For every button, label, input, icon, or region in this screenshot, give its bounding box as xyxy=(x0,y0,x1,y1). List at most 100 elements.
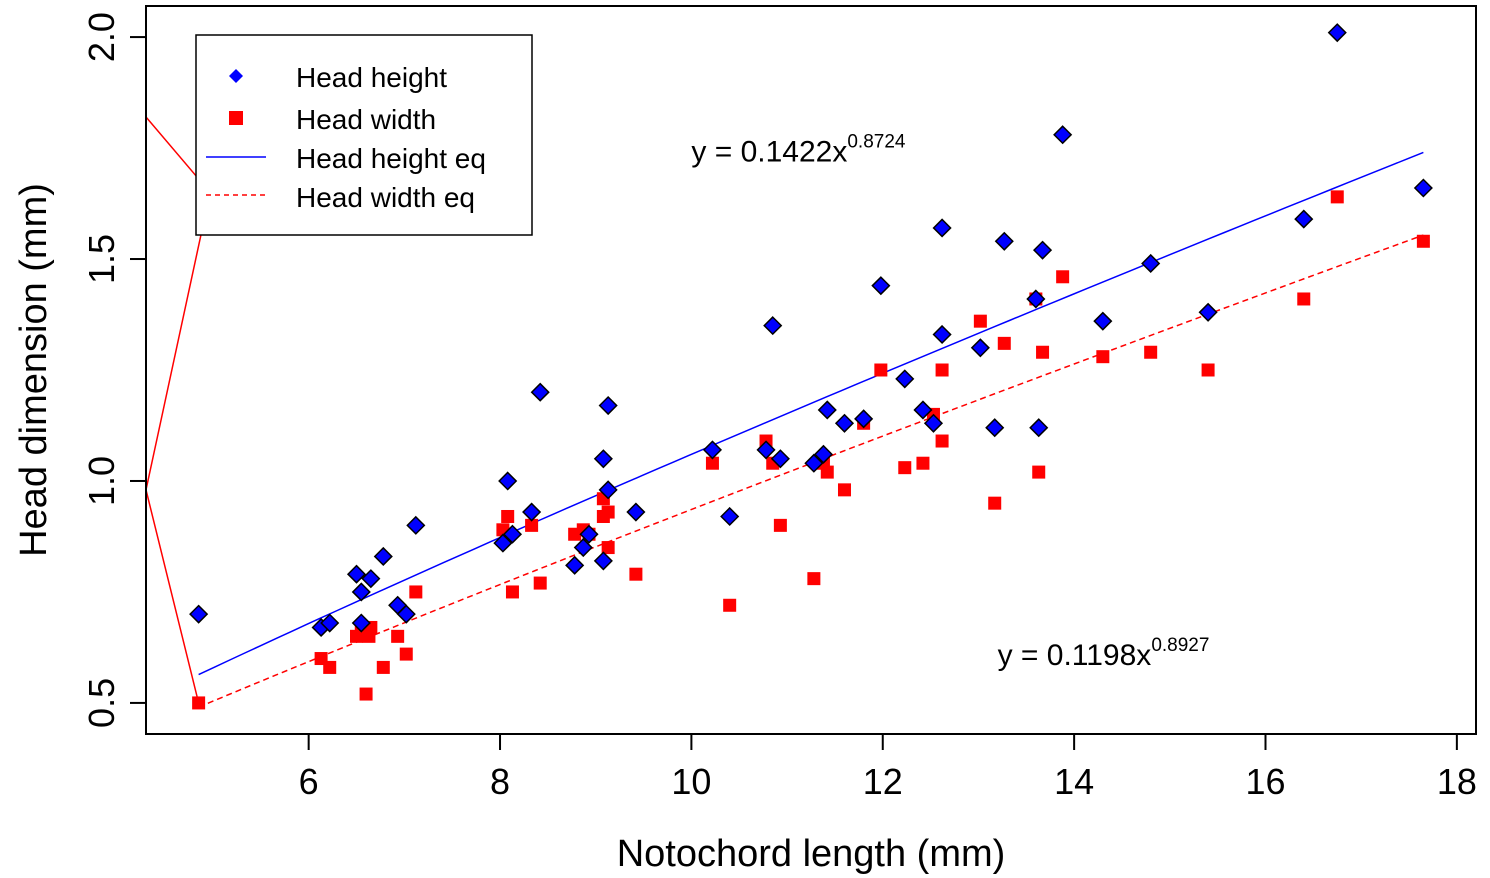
head-height-point xyxy=(720,506,740,527)
y-tick-label: 1.0 xyxy=(81,456,122,506)
head-width-point xyxy=(1096,350,1110,364)
head-height-point xyxy=(565,555,585,575)
x-tick-label: 16 xyxy=(1245,761,1285,802)
head-height-point xyxy=(1053,125,1073,145)
head-width-point xyxy=(935,363,949,377)
head-height-point xyxy=(932,218,952,238)
head-width-point xyxy=(501,509,515,523)
y-axis: 0.5 1.0 1.5 2.0 xyxy=(81,12,147,728)
head-height-point xyxy=(1026,289,1046,309)
equation-height-exponent: 0.8724 xyxy=(847,131,906,152)
head-height-point xyxy=(530,382,550,402)
head-height-point xyxy=(346,564,367,584)
head-height-point xyxy=(351,582,371,602)
x-tick-label: 10 xyxy=(671,761,711,802)
head-height-point xyxy=(361,569,381,589)
head-height-point xyxy=(598,395,618,416)
head-height-point xyxy=(834,413,855,433)
head-height-point xyxy=(593,449,613,469)
head-width-point xyxy=(820,465,834,479)
head-width-point xyxy=(359,687,373,701)
head-width-point xyxy=(935,434,949,448)
head-width-point xyxy=(837,483,851,497)
head-height-point xyxy=(626,502,646,522)
y-tick-label: 2.0 xyxy=(81,12,122,62)
head-height-point xyxy=(573,538,593,558)
head-width-point xyxy=(525,518,539,532)
x-axis-label: Notochord length (mm) xyxy=(617,833,1006,875)
legend: Head height Head width Head height eq He… xyxy=(195,34,533,236)
head-width-point xyxy=(997,336,1011,350)
legend-label-head-width-eq: Head width eq xyxy=(296,182,475,213)
y-tick-label: 0.5 xyxy=(81,678,122,728)
head-height-point xyxy=(498,471,518,491)
head-height-point xyxy=(406,515,426,535)
head-width-point xyxy=(988,496,1002,510)
equation-annotation-width: y = 0.1198x0.8927 xyxy=(998,635,1210,672)
equation-width-exponent: 0.8927 xyxy=(1151,635,1209,656)
head-height-point xyxy=(804,453,824,473)
head-height-point xyxy=(493,533,513,553)
legend-label-head-height-eq: Head height eq xyxy=(296,143,486,174)
marks-layer xyxy=(145,23,1433,710)
head-width-point xyxy=(1416,234,1430,248)
head-width-point xyxy=(376,660,390,674)
head-width-point xyxy=(898,461,912,475)
head-height-point xyxy=(854,409,874,429)
head-height-point xyxy=(189,604,209,624)
y-axis-label: Head dimension (mm) xyxy=(13,183,55,557)
head-width-point xyxy=(1201,363,1215,377)
head-width-point xyxy=(601,541,615,555)
head-height-point xyxy=(598,480,618,500)
x-tick-label: 12 xyxy=(863,761,903,802)
head-width-point xyxy=(601,505,615,519)
head-height-point xyxy=(502,524,523,544)
head-width-point xyxy=(874,363,888,377)
head-height-point xyxy=(932,324,952,345)
fit-line-head-height-eq xyxy=(198,151,1424,676)
head-height-point xyxy=(913,400,933,420)
head-height-point xyxy=(1413,178,1433,198)
head-height-point xyxy=(763,316,783,336)
head-width-point xyxy=(323,660,337,674)
head-width-point xyxy=(807,572,821,586)
head-height-point xyxy=(813,444,833,464)
head-width-point xyxy=(1032,465,1046,479)
x-tick-label: 8 xyxy=(490,761,510,802)
head-height-point xyxy=(756,440,776,460)
head-width-point xyxy=(916,456,930,470)
head-width-point xyxy=(391,629,405,643)
head-height-point xyxy=(522,502,542,522)
head-width-point xyxy=(705,456,719,470)
head-height-point xyxy=(871,276,891,296)
head-height-point xyxy=(994,231,1014,251)
head-height-point xyxy=(923,413,944,433)
head-height-point xyxy=(351,613,371,633)
equation-width-main: y = 0.1198x xyxy=(998,639,1152,672)
head-height-point xyxy=(985,418,1005,438)
head-width-point xyxy=(1144,345,1158,359)
legend-label-head-height: Head height xyxy=(296,62,447,93)
head-height-point xyxy=(1032,240,1053,260)
head-height-point xyxy=(1093,311,1113,331)
head-width-point xyxy=(973,314,987,328)
x-tick-label: 14 xyxy=(1054,761,1094,802)
head-height-point xyxy=(396,604,416,624)
head-width-point xyxy=(1036,345,1050,359)
head-width-point xyxy=(723,598,737,612)
legend-marker-head-height xyxy=(229,69,243,83)
head-height-point xyxy=(1294,209,1314,229)
head-height-point xyxy=(593,551,613,571)
x-tick-label: 18 xyxy=(1437,761,1477,802)
x-tick-label: 6 xyxy=(299,761,319,802)
head-height-point xyxy=(1141,253,1161,274)
head-width-point xyxy=(629,567,643,581)
head-width-point xyxy=(773,518,787,532)
legend-label-head-width: Head width xyxy=(296,104,436,135)
x-axis: 6 8 10 12 14 16 18 xyxy=(299,733,1477,802)
head-height-point xyxy=(1198,302,1218,322)
equation-annotation-height: y = 0.1422x0.8724 xyxy=(691,131,905,168)
head-height-point xyxy=(579,524,599,544)
head-width-point xyxy=(192,696,206,710)
